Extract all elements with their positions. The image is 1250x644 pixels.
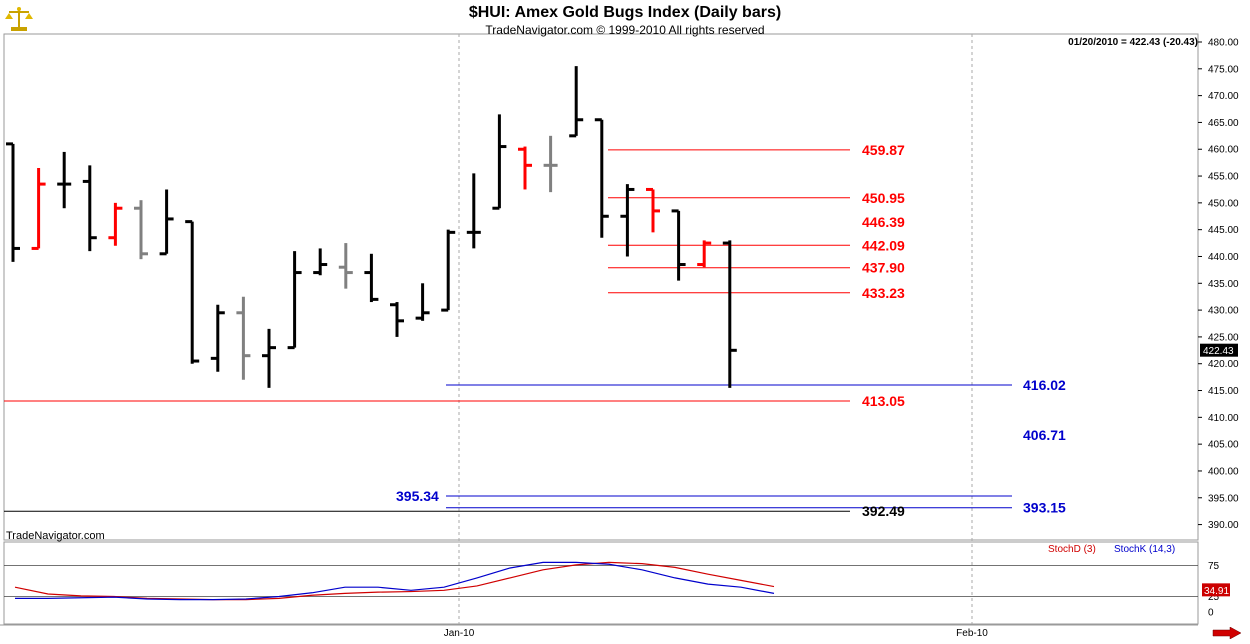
legend-stochd: StochD (3) bbox=[1048, 544, 1096, 555]
y-tick-label: 465.00 bbox=[1208, 118, 1239, 129]
y-tick-label: 400.00 bbox=[1208, 466, 1239, 477]
level-label: 433.23 bbox=[862, 285, 905, 301]
y-tick-label: 480.00 bbox=[1208, 38, 1239, 49]
stoch-y-tick-label: 75 bbox=[1208, 561, 1220, 572]
y-tick-label: 430.00 bbox=[1208, 306, 1239, 317]
level-label: 392.49 bbox=[862, 503, 905, 519]
level-label: 395.34 bbox=[396, 488, 439, 504]
y-tick-label: 395.00 bbox=[1208, 493, 1239, 504]
gold-scale-logo-icon bbox=[4, 6, 34, 39]
y-tick-label: 405.00 bbox=[1208, 440, 1239, 451]
y-tick-label: 470.00 bbox=[1208, 91, 1239, 102]
level-label: 442.09 bbox=[862, 237, 905, 253]
price-panel-border bbox=[3, 33, 1199, 541]
stoch-line bbox=[14, 561, 775, 601]
level-label: 446.39 bbox=[862, 214, 905, 230]
y-tick-label: 455.00 bbox=[1208, 172, 1239, 183]
level-label: 450.95 bbox=[862, 190, 905, 206]
legend-stochk: StochK (14,3) bbox=[1114, 544, 1176, 555]
y-tick-label: 445.00 bbox=[1208, 225, 1239, 236]
level-label: 413.05 bbox=[862, 393, 905, 409]
price-levels: 459.87 450.95 446.39 442.09 437.90 433.23 416.… bbox=[4, 142, 1066, 519]
stoch-panel-border bbox=[3, 541, 1199, 625]
stoch-last-box bbox=[1202, 583, 1230, 597]
watermark: TradeNavigator.com bbox=[6, 530, 105, 542]
y-tick-label: 415.00 bbox=[1208, 386, 1239, 397]
chart-subtitle: TradeNavigator.com © 1999-2010 All right… bbox=[485, 23, 765, 37]
y-tick-label: 420.00 bbox=[1208, 359, 1239, 370]
chart-title: $HUI: Amex Gold Bugs Index (Daily bars) bbox=[468, 4, 782, 21]
y-tick-label: 460.00 bbox=[1208, 145, 1239, 156]
y-tick-label: 435.00 bbox=[1208, 279, 1239, 290]
stoch-y-tick-label: 0 bbox=[1208, 608, 1214, 619]
y-tick-label: 425.00 bbox=[1208, 332, 1239, 343]
price-readout: 01/20/2010 = 422.43 (-20.43) bbox=[1068, 37, 1198, 48]
stochastic-panel: 0 25 75 34.91 bbox=[4, 561, 1230, 619]
x-tick-label: Jan-10 bbox=[444, 628, 475, 639]
level-label: 406.71 bbox=[1023, 427, 1066, 443]
last-price-label: 422.43 bbox=[1203, 346, 1234, 357]
stoch-line bbox=[15, 561, 775, 601]
y-tick-label: 410.00 bbox=[1208, 413, 1239, 424]
level-label: 393.15 bbox=[1023, 500, 1066, 516]
x-tick-label: Feb-10 bbox=[956, 628, 988, 639]
last-price-box bbox=[1200, 343, 1238, 357]
y-tick-label: 475.00 bbox=[1208, 64, 1239, 75]
y-tick-label: 440.00 bbox=[1208, 252, 1239, 263]
price-bars bbox=[6, 66, 737, 388]
stoch-y-tick-label: 25 bbox=[1208, 592, 1220, 603]
level-label: 416.02 bbox=[1023, 377, 1066, 393]
y-tick-label: 390.00 bbox=[1208, 520, 1239, 531]
level-label: 459.87 bbox=[862, 142, 905, 158]
stoch-last-label: 34.91 bbox=[1204, 586, 1229, 597]
y-tick-label: 450.00 bbox=[1208, 198, 1239, 209]
chart-grid: Jan-10 Feb-10 bbox=[0, 33, 1199, 639]
price-axis: 390.00 395.00 400.00 405.00 410.00 415.00 420.… bbox=[1198, 38, 1239, 531]
right-arrow-icon[interactable] bbox=[1212, 626, 1242, 644]
level-label: 437.90 bbox=[862, 260, 905, 276]
